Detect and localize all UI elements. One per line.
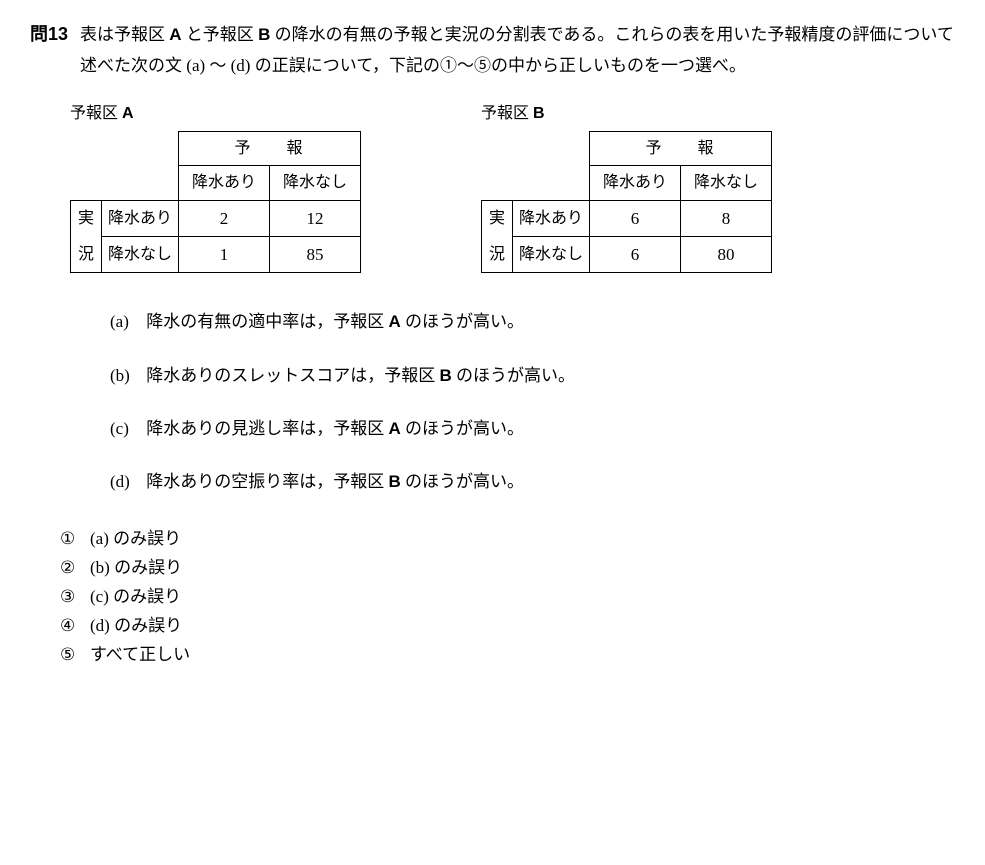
table-block-a: 予報区 A 予 報 降水あり 降水なし 実 降水あり 2 12 況 降水なし 1… — [70, 101, 361, 273]
table-row: 予 報 — [482, 131, 772, 166]
actual-label-2: 況 — [71, 237, 102, 273]
cell-ab: 12 — [270, 200, 361, 236]
statement-c-pre: 降水ありの見逃し率は，予報区 — [146, 419, 388, 438]
statement-d-post: のほうが高い。 — [401, 472, 524, 491]
cell-bb: 80 — [681, 237, 772, 273]
statement-c: (c) 降水ありの見逃し率は，予報区 A のほうが高い。 — [110, 415, 955, 442]
choice-5-label: ⑤ — [60, 641, 90, 670]
problem-number: 問13 — [30, 20, 68, 49]
table-row: 実 降水あり 6 8 — [482, 200, 772, 236]
choice-4-text: (d) のみ誤り — [90, 616, 182, 635]
region-a: A — [169, 25, 181, 44]
choice-1: ①(a) のみ誤り — [60, 525, 955, 554]
forecast-header: 予 報 — [179, 131, 361, 166]
tables-row: 予報区 A 予 報 降水あり 降水なし 実 降水あり 2 12 況 降水なし 1… — [70, 101, 955, 273]
region-b: B — [258, 25, 270, 44]
table-b-region: B — [533, 105, 545, 122]
cell-aa: 6 — [590, 200, 681, 236]
choice-4: ④(d) のみ誤り — [60, 612, 955, 641]
choice-5-text: すべて正しい — [90, 645, 190, 664]
table-b-title-pre: 予報区 — [481, 105, 533, 122]
col-norain: 降水なし — [270, 166, 361, 201]
choice-5: ⑤すべて正しい — [60, 641, 955, 670]
statement-c-post: のほうが高い。 — [401, 419, 524, 438]
row-rain: 降水あり — [513, 200, 590, 236]
statement-d-label: (d) — [110, 468, 142, 495]
empty-cell — [482, 131, 590, 200]
text-2: と予報区 — [182, 25, 259, 44]
statement-d-region: B — [389, 472, 401, 491]
statement-b-pre: 降水ありのスレットスコアは，予報区 — [146, 366, 439, 385]
table-b: 予 報 降水あり 降水なし 実 降水あり 6 8 況 降水なし 6 80 — [481, 131, 772, 274]
table-row: 況 降水なし 6 80 — [482, 237, 772, 273]
col-norain: 降水なし — [681, 166, 772, 201]
problem-header: 問13 表は予報区 A と予報区 B の降水の有無の予報と実況の分割表である。こ… — [30, 20, 955, 81]
problem-text: 表は予報区 A と予報区 B の降水の有無の予報と実況の分割表である。これらの表… — [80, 20, 955, 81]
statement-d-pre: 降水ありの空振り率は，予報区 — [146, 472, 388, 491]
choices: ①(a) のみ誤り ②(b) のみ誤り ③(c) のみ誤り ④(d) のみ誤り … — [60, 525, 955, 669]
text-1: 表は予報区 — [80, 25, 169, 44]
statement-b-label: (b) — [110, 362, 142, 389]
statement-c-region: A — [389, 419, 401, 438]
table-block-b: 予報区 B 予 報 降水あり 降水なし 実 降水あり 6 8 況 降水なし 6 … — [481, 101, 772, 273]
table-a: 予 報 降水あり 降水なし 実 降水あり 2 12 況 降水なし 1 85 — [70, 131, 361, 274]
statements: (a) 降水の有無の適中率は，予報区 A のほうが高い。 (b) 降水ありのスレ… — [110, 308, 955, 495]
actual-label-1: 実 — [482, 200, 513, 236]
statement-a-label: (a) — [110, 308, 142, 335]
table-row: 実 降水あり 2 12 — [71, 200, 361, 236]
statement-a-pre: 降水の有無の適中率は，予報区 — [146, 312, 388, 331]
table-row: 況 降水なし 1 85 — [71, 237, 361, 273]
statement-a-post: のほうが高い。 — [401, 312, 524, 331]
choice-1-text: (a) のみ誤り — [90, 529, 181, 548]
table-b-title: 予報区 B — [481, 101, 772, 127]
statement-b-post: のほうが高い。 — [452, 366, 575, 385]
cell-bb: 85 — [270, 237, 361, 273]
statement-d: (d) 降水ありの空振り率は，予報区 B のほうが高い。 — [110, 468, 955, 495]
row-norain: 降水なし — [102, 237, 179, 273]
table-a-title: 予報区 A — [70, 101, 361, 127]
choice-2-label: ② — [60, 554, 90, 583]
actual-label-1: 実 — [71, 200, 102, 236]
cell-aa: 2 — [179, 200, 270, 236]
actual-label-2: 況 — [482, 237, 513, 273]
col-rain: 降水あり — [179, 166, 270, 201]
row-rain: 降水あり — [102, 200, 179, 236]
cell-ba: 6 — [590, 237, 681, 273]
choice-1-label: ① — [60, 525, 90, 554]
empty-cell — [71, 131, 179, 200]
choice-3: ③(c) のみ誤り — [60, 583, 955, 612]
statement-a-region: A — [389, 312, 401, 331]
choice-2-text: (b) のみ誤り — [90, 558, 182, 577]
statement-a: (a) 降水の有無の適中率は，予報区 A のほうが高い。 — [110, 308, 955, 335]
choice-3-label: ③ — [60, 583, 90, 612]
choice-2: ②(b) のみ誤り — [60, 554, 955, 583]
statement-b-region: B — [440, 366, 452, 385]
table-a-title-pre: 予報区 — [70, 105, 122, 122]
forecast-header: 予 報 — [590, 131, 772, 166]
statement-c-label: (c) — [110, 415, 142, 442]
cell-ab: 8 — [681, 200, 772, 236]
table-row: 予 報 — [71, 131, 361, 166]
cell-ba: 1 — [179, 237, 270, 273]
statement-b: (b) 降水ありのスレットスコアは，予報区 B のほうが高い。 — [110, 362, 955, 389]
col-rain: 降水あり — [590, 166, 681, 201]
choice-4-label: ④ — [60, 612, 90, 641]
choice-3-text: (c) のみ誤り — [90, 587, 181, 606]
row-norain: 降水なし — [513, 237, 590, 273]
table-a-region: A — [122, 105, 134, 122]
